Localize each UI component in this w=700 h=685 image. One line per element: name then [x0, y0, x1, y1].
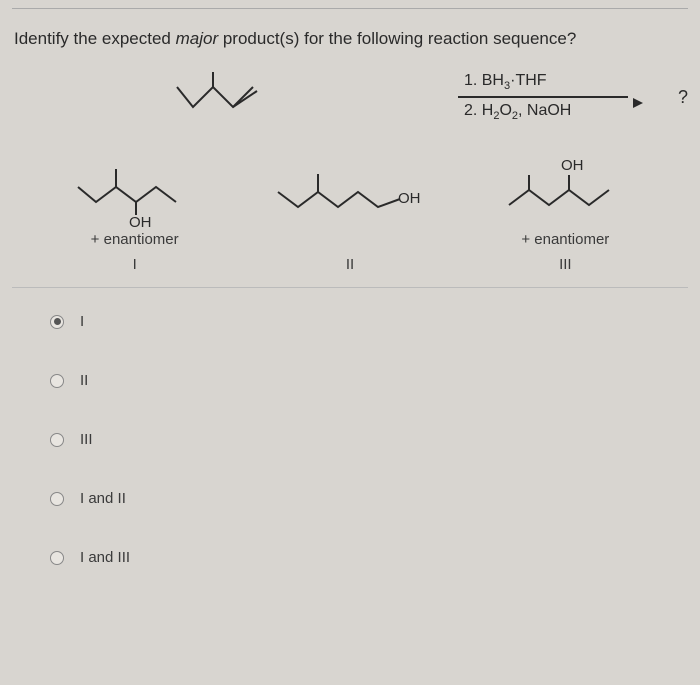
option-1-label: I [80, 313, 84, 330]
r1c: ·THF [510, 72, 546, 89]
option-5[interactable]: I and III [50, 549, 688, 566]
radio-icon[interactable] [50, 551, 64, 565]
p2-oh: OH [398, 190, 421, 207]
arrow-head-icon [633, 98, 643, 108]
r2e: , NaOH [518, 102, 571, 119]
question-prefix: Identify the expected [14, 29, 176, 48]
option-5-label: I and III [80, 549, 130, 566]
p2-spacer [242, 231, 457, 248]
question-suffix: product(s) for the following reaction se… [218, 29, 576, 48]
option-4-label: I and II [80, 490, 126, 507]
product-1: OH + enantiomer I [27, 157, 242, 273]
question-mark: ? [678, 87, 688, 108]
option-3[interactable]: III [50, 431, 688, 448]
option-1[interactable]: I [50, 313, 688, 330]
radio-icon[interactable] [50, 492, 64, 506]
r2a: 2. H [464, 102, 493, 119]
reaction-row: 1. BH3·THF 2. H2O2, NaOH ? [12, 67, 688, 127]
p1-enantiomer: + enantiomer [27, 231, 242, 248]
product-2: OH II [242, 157, 457, 273]
p2-roman: II [242, 256, 457, 273]
radio-icon[interactable] [50, 374, 64, 388]
products-row: OH + enantiomer I OH II OH + enantiomer … [12, 157, 688, 273]
reagent-line-1: 1. BH3·THF [458, 70, 628, 94]
p1-roman: I [27, 256, 242, 273]
option-2[interactable]: II [50, 372, 688, 389]
p1-oh: OH [129, 214, 152, 227]
option-2-label: II [80, 372, 88, 389]
reagent-line-2: 2. H2O2, NaOH [458, 100, 628, 124]
product-2-structure: OH [270, 157, 430, 227]
p3-oh: OH [561, 157, 584, 174]
question-emphasis: major [176, 29, 219, 48]
divider-under-products [12, 287, 688, 288]
option-3-label: III [80, 431, 93, 448]
product-1-structure: OH [70, 157, 200, 227]
option-4[interactable]: I and II [50, 490, 688, 507]
reagent-arrow-line [458, 96, 628, 98]
r2c: O [499, 102, 511, 119]
product-3-structure: OH [495, 157, 635, 227]
p3-roman: III [458, 256, 673, 273]
options-group: I II III I and II I and III [12, 313, 688, 566]
radio-icon[interactable] [50, 315, 64, 329]
radio-icon[interactable] [50, 433, 64, 447]
question-text: Identify the expected major product(s) f… [12, 29, 688, 49]
starting-material [165, 67, 275, 127]
r1a: 1. BH [464, 72, 504, 89]
reagent-block: 1. BH3·THF 2. H2O2, NaOH [458, 70, 628, 124]
top-divider [12, 8, 688, 9]
p3-enantiomer: + enantiomer [458, 231, 673, 248]
product-3: OH + enantiomer III [458, 157, 673, 273]
